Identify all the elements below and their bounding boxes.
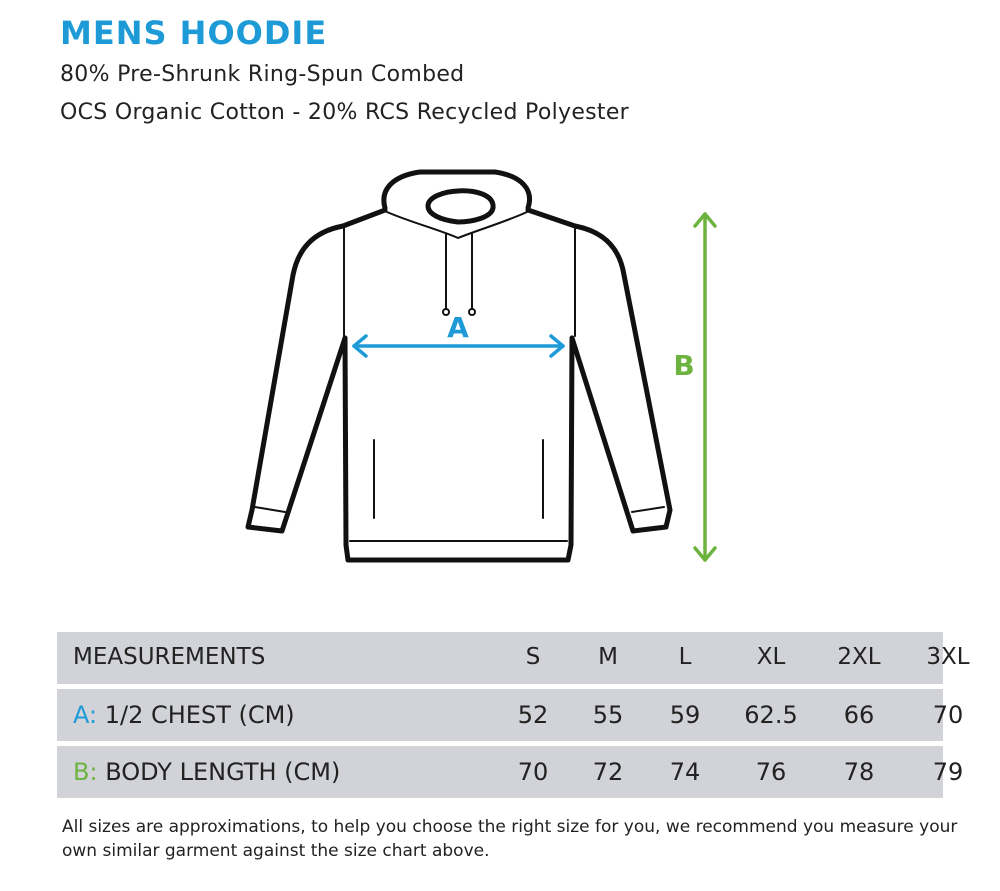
- measurement-a-arrow: [352, 334, 565, 358]
- fabric-line-1: 80% Pre-Shrunk Ring-Spun Combed: [60, 62, 465, 87]
- hood-outline: [381, 169, 532, 211]
- row-letter-b: B:: [73, 758, 98, 786]
- row-label-length: B: BODY LENGTH (CM): [73, 758, 340, 786]
- row-label-chest: A: 1/2 CHEST (CM): [73, 701, 295, 729]
- left-sleeve-outline: [245, 207, 388, 534]
- hood-opening: [425, 188, 496, 225]
- table-cell: 79: [932, 758, 964, 786]
- body-outline: [342, 335, 575, 563]
- hoodie-diagram: A B: [245, 169, 717, 563]
- size-header: 2XL: [837, 644, 881, 670]
- table-cell: 52: [517, 701, 549, 729]
- size-chart-table: MEASUREMENTS S M L XL 2XL 3XL A: 1/2 CHE…: [57, 632, 970, 803]
- row-letter-a: A:: [73, 701, 98, 729]
- row-label-text: 1/2 CHEST (CM): [104, 701, 295, 729]
- row-label-text: BODY LENGTH (CM): [105, 758, 341, 786]
- table-cell: 70: [932, 701, 964, 729]
- table-cell: 78: [843, 758, 875, 786]
- size-header: 3XL: [926, 644, 970, 670]
- size-header: M: [598, 644, 618, 670]
- table-cell: 74: [669, 758, 701, 786]
- size-header: XL: [756, 644, 786, 670]
- table-cell: 72: [592, 758, 624, 786]
- table-cell: 59: [669, 701, 701, 729]
- table-header-row: MEASUREMENTS S M L XL 2XL 3XL: [57, 632, 970, 684]
- right-sleeve-outline: [525, 207, 673, 534]
- measurement-b-label: B: [673, 349, 694, 382]
- size-header: L: [678, 644, 692, 670]
- fabric-line-2: OCS Organic Cotton - 20% RCS Recycled Po…: [60, 100, 630, 125]
- cuff-left: [254, 506, 286, 513]
- table-cell: 55: [592, 701, 624, 729]
- measurements-header: MEASUREMENTS: [73, 644, 266, 670]
- measurement-b-arrow: [693, 212, 717, 562]
- table-cell: 76: [755, 758, 787, 786]
- disclaimer-text: All sizes are approximations, to help yo…: [62, 817, 958, 861]
- table-cell: 62.5: [744, 701, 798, 729]
- size-header: S: [525, 644, 541, 670]
- cuff-right: [631, 506, 665, 513]
- page-title: MENS HOODIE: [60, 14, 328, 52]
- measurement-a-label: A: [447, 311, 469, 344]
- table-cell: 70: [517, 758, 549, 786]
- table-cell: 66: [843, 701, 875, 729]
- table-row: B: BODY LENGTH (CM) 70 72 74 76 78 79: [57, 746, 963, 798]
- table-row: A: 1/2 CHEST (CM) 52 55 59 62.5 66 70: [57, 689, 963, 741]
